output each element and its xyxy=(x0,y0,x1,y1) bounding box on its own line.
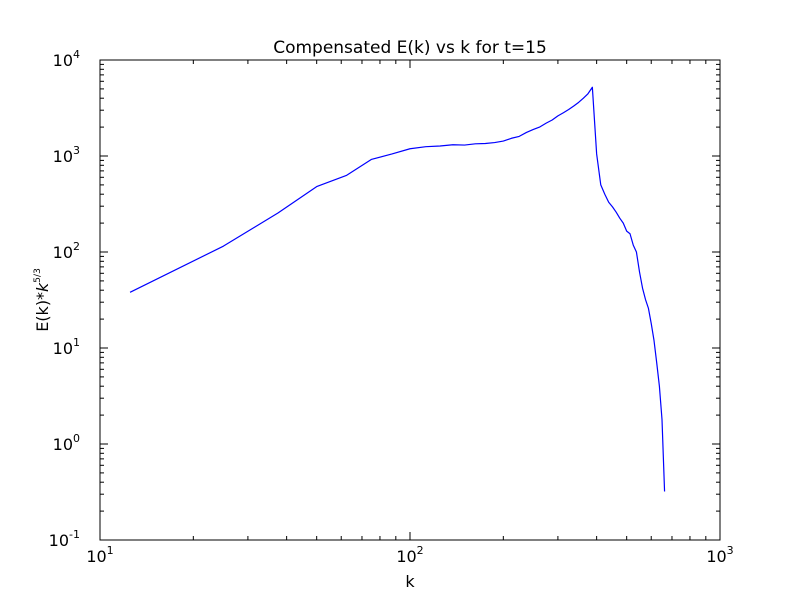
y-tick-label: 102 xyxy=(53,240,80,262)
x-tick-label: 101 xyxy=(86,544,113,566)
y-tick-label: 103 xyxy=(53,144,80,166)
series-line xyxy=(129,86,666,492)
y-tick-label: 101 xyxy=(53,336,80,358)
chart-title: Compensated E(k) vs k for t=15 xyxy=(273,38,547,58)
y-axis: 10-1 100 101 102 103 104 xyxy=(49,48,720,550)
plot-area xyxy=(99,59,721,541)
x-tick-label: 102 xyxy=(396,544,423,566)
x-axis-label: k xyxy=(405,572,415,591)
plot-frame xyxy=(99,59,721,541)
y-axis-label: E(k)*k5/3 xyxy=(33,268,52,332)
y-tick-label: 104 xyxy=(53,48,80,70)
x-axis: 101 102 103 xyxy=(86,60,734,566)
y-tick-label: 10-1 xyxy=(49,528,80,550)
x-tick-label: 103 xyxy=(706,544,733,566)
y-tick-label: 100 xyxy=(53,432,80,454)
